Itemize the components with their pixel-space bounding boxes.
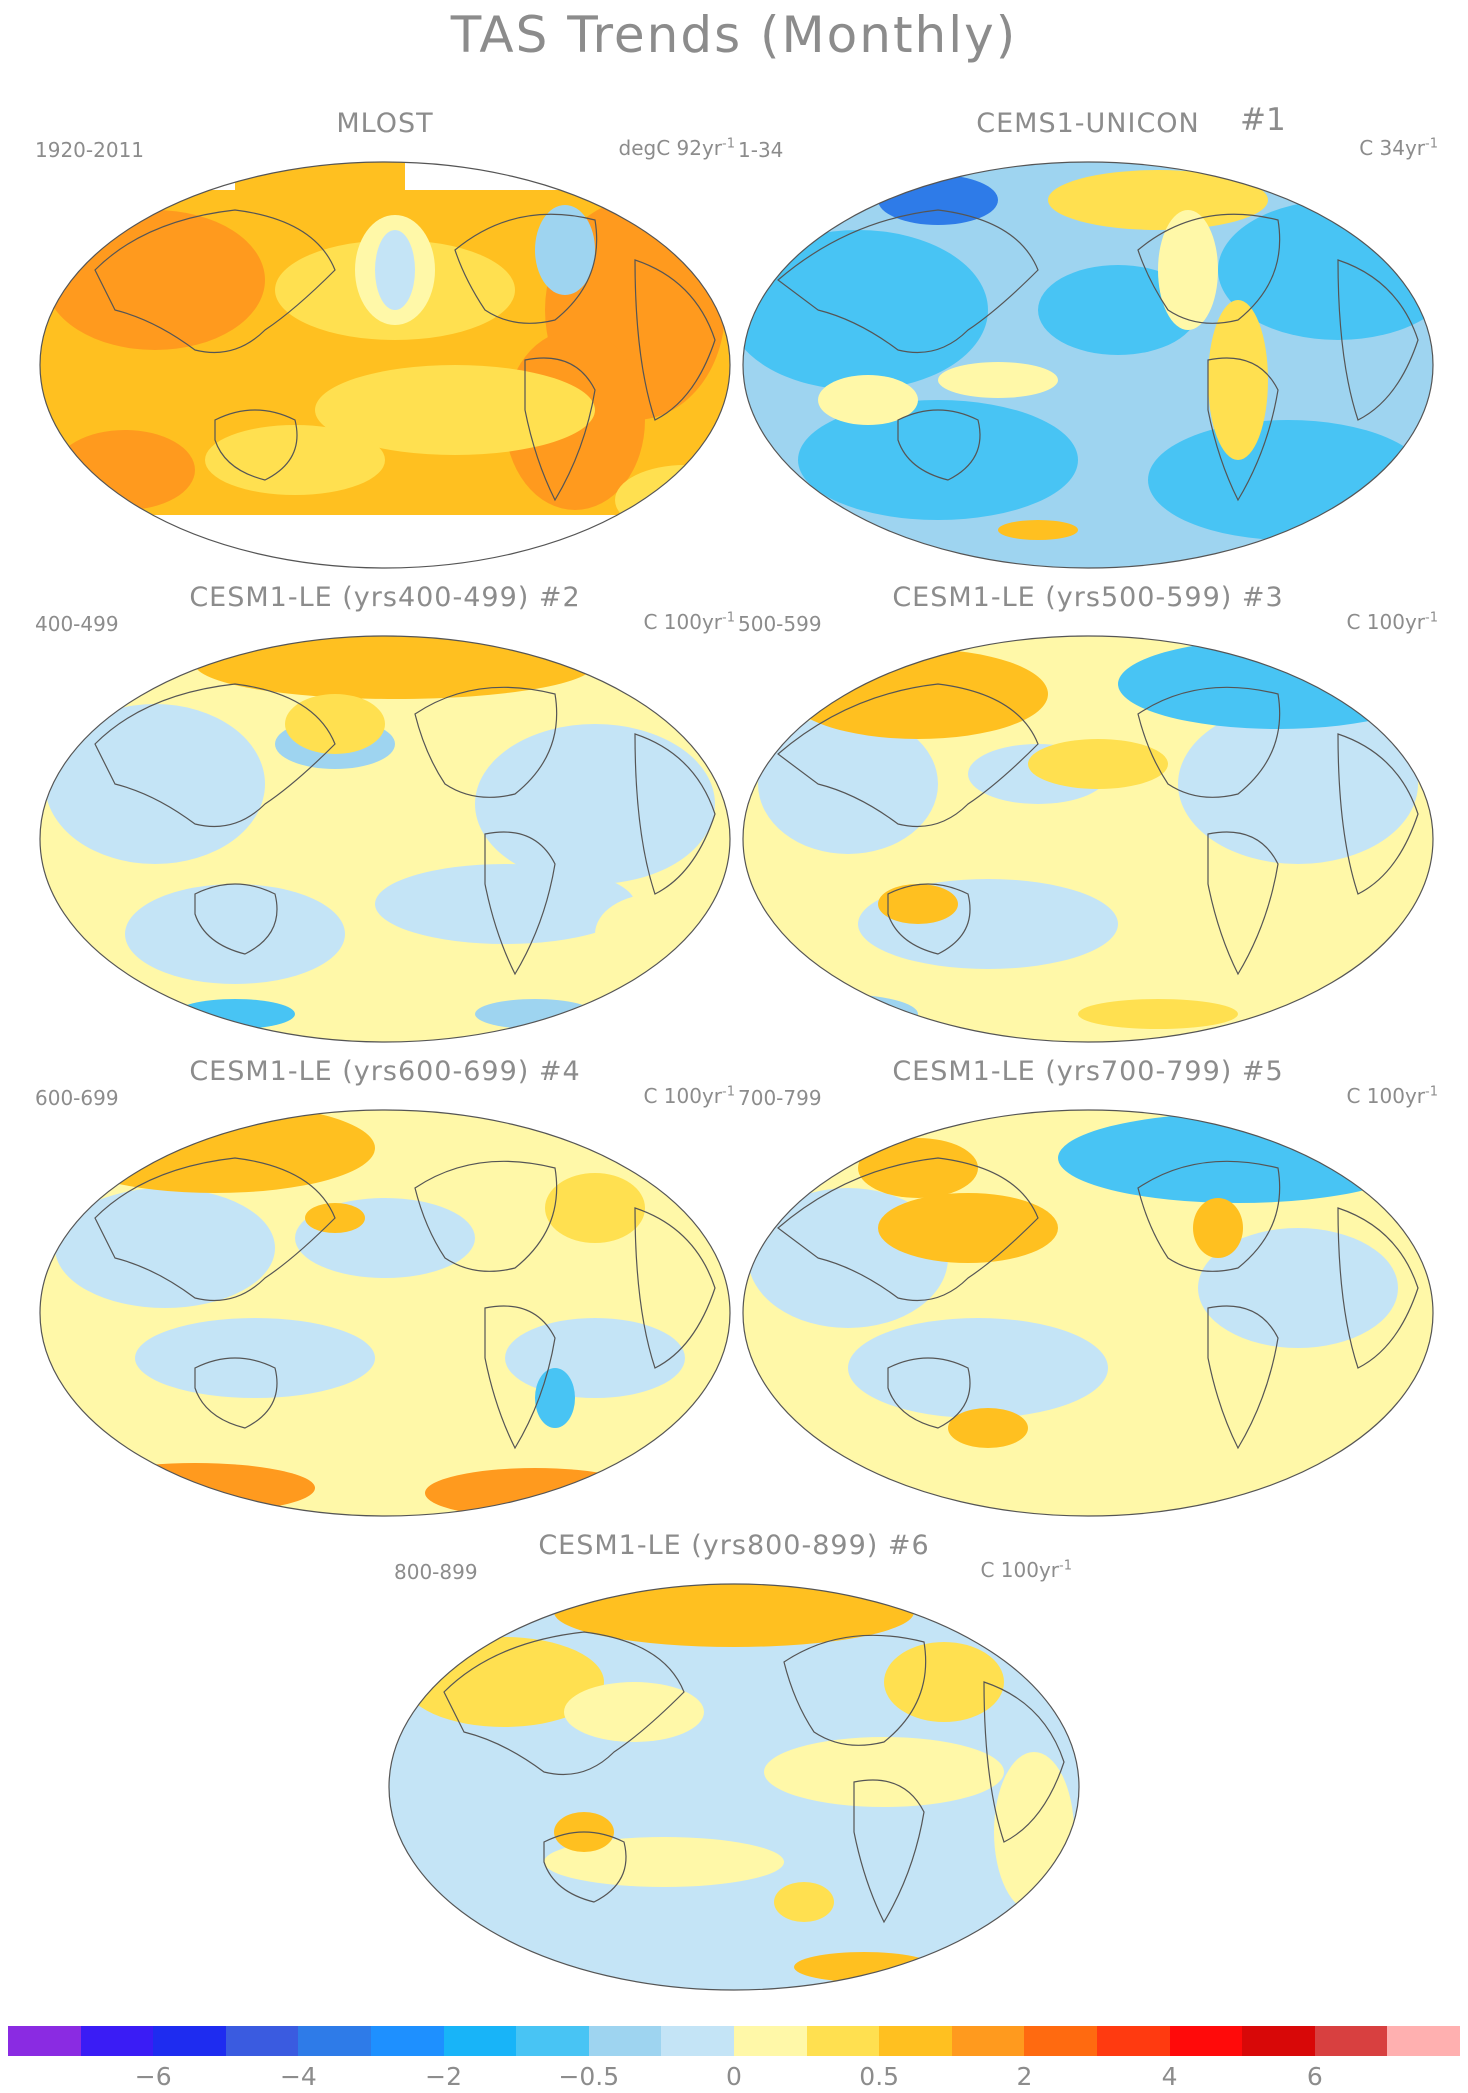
panel-le-600: CESM1-LE (yrs600-699) #4 600-699 C 100yr… [35, 1056, 735, 1517]
map-le-700 [742, 1109, 1434, 1517]
colorbar-tick-label: 0.5 [859, 2062, 900, 2091]
colorbar-swatch [8, 2026, 81, 2056]
map-mlost [39, 161, 731, 569]
colorbar-swatch [1387, 2026, 1460, 2056]
colorbar-tick-label: 2 [1016, 2062, 1033, 2091]
colorbar-tick-label: −0.5 [558, 2062, 620, 2091]
panel-period: 600-699 [35, 1086, 119, 1110]
panel-unit: C 100yr-1 [980, 1558, 1072, 1582]
panel-le-500: CESM1-LE (yrs500-599) #3 500-599 C 100yr… [738, 582, 1438, 1043]
panel-period: 1920-2011 [35, 138, 145, 162]
colorbar-swatch [661, 2026, 734, 2056]
colorbar-swatch [806, 2026, 880, 2056]
panel-period: 700-799 [738, 1086, 822, 1110]
map-cems1-unicon [742, 161, 1434, 569]
colorbar-swatch [951, 2026, 1025, 2056]
panel-title: CESM1-LE (yrs700-799) #5 [892, 1056, 1284, 1087]
panel-number: #1 [1240, 102, 1286, 138]
panel-cems1-unicon: CEMS1-UNICON #1 1-34 C 34yr-1 [738, 102, 1438, 569]
map-le-500 [742, 635, 1434, 1043]
panel-unit: degC 92yr-1 [618, 136, 736, 160]
colorbar-tick-label: 4 [1161, 2062, 1178, 2091]
colorbar-swatch [733, 2026, 807, 2056]
colorbar-swatch [225, 2026, 299, 2056]
colorbar-tick-label: −4 [279, 2062, 317, 2091]
colorbar-swatch [443, 2026, 517, 2056]
colorbar-labels: −6 −4 −2 −0.5 0 0.5 2 4 6 [8, 2062, 1460, 2092]
panel-title: CESM1-LE (yrs800-899) #6 [538, 1530, 930, 1561]
colorbar-swatch [298, 2026, 371, 2056]
colorbar-swatch [153, 2026, 226, 2056]
map-le-400 [39, 635, 731, 1043]
panel-title: CESM1-LE (yrs400-499) #2 [189, 582, 581, 613]
map-le-600 [39, 1109, 731, 1517]
panel-le-700: CESM1-LE (yrs700-799) #5 700-799 C 100yr… [738, 1056, 1438, 1517]
panel-unit: C 100yr-1 [643, 1084, 735, 1108]
colorbar-swatch [1169, 2026, 1243, 2056]
map-le-800 [388, 1583, 1080, 1991]
panel-mlost: MLOST 1920-2011 degC 92yr-1 [35, 108, 736, 569]
panel-title: CEMS1-UNICON [976, 108, 1200, 139]
panel-le-800: CESM1-LE (yrs800-899) #6 800-899 C 100yr… [384, 1530, 1084, 1991]
colorbar-swatch [1024, 2026, 1097, 2056]
panel-title: CESM1-LE (yrs500-599) #3 [892, 582, 1284, 613]
colorbar-tick-label: −6 [134, 2062, 172, 2091]
panel-unit: C 34yr-1 [1359, 136, 1438, 160]
colorbar-swatch [588, 2026, 662, 2056]
colorbar-swatch [370, 2026, 444, 2056]
panel-period: 400-499 [35, 612, 119, 636]
colorbar-tick-label: 0 [726, 2062, 742, 2091]
colorbar [8, 2026, 1460, 2056]
panel-le-400: CESM1-LE (yrs400-499) #2 400-499 C 100yr… [35, 582, 735, 1043]
colorbar-swatch [516, 2026, 589, 2056]
panel-title: MLOST [336, 108, 434, 139]
colorbar-tick-label: 6 [1306, 2062, 1323, 2091]
colorbar-swatch [1242, 2026, 1315, 2056]
colorbar-swatch [80, 2026, 154, 2056]
panel-period: 500-599 [738, 612, 822, 636]
panel-period: 1-34 [738, 138, 784, 162]
colorbar-swatch [1096, 2026, 1170, 2056]
panel-unit: C 100yr-1 [1346, 610, 1438, 634]
colorbar-swatch [879, 2026, 952, 2056]
panel-unit: C 100yr-1 [643, 610, 735, 634]
panel-unit: C 100yr-1 [1346, 1084, 1438, 1108]
colorbar-swatch [1314, 2026, 1388, 2056]
panel-title: CESM1-LE (yrs600-699) #4 [189, 1056, 581, 1087]
panel-period: 800-899 [394, 1560, 478, 1584]
figure-title: TAS Trends (Monthly) [450, 6, 1018, 64]
colorbar-tick-label: −2 [425, 2062, 463, 2091]
